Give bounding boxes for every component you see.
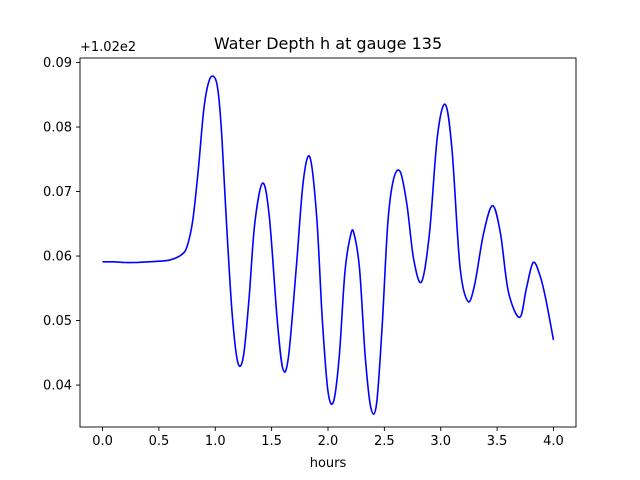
y-tick-label: 0.04	[43, 379, 72, 394]
x-tick-label: 0.0	[92, 434, 113, 449]
x-tick-label: 1.5	[261, 434, 282, 449]
x-axis-label: hours	[310, 456, 347, 471]
x-tick-label: 2.0	[318, 434, 339, 449]
x-tick-label: 4.0	[543, 434, 564, 449]
x-axis: 0.0 0.5 1.0 1.5 2.0 2.5 3.0 3.5 4.0	[92, 427, 564, 449]
x-tick-label: 3.0	[430, 434, 451, 449]
chart-title: Water Depth h at gauge 135	[214, 34, 442, 53]
y-tick-label: 0.05	[43, 314, 72, 329]
y-tick-label: 0.06	[43, 250, 72, 265]
y-tick-label: 0.07	[43, 185, 72, 200]
y-axis-offset-label: +1.02e2	[80, 40, 136, 55]
x-tick-label: 2.5	[374, 434, 395, 449]
series-layer	[102, 75, 555, 415]
x-tick-label: 1.0	[205, 434, 226, 449]
x-tick-label: 0.5	[149, 434, 170, 449]
y-axis: 0.04 0.05 0.06 0.07 0.08 0.09	[43, 56, 80, 394]
series-line-0	[102, 75, 555, 415]
x-tick-label: 3.5	[487, 434, 508, 449]
y-tick-label: 0.08	[43, 121, 72, 136]
y-tick-label: 0.09	[43, 56, 72, 71]
